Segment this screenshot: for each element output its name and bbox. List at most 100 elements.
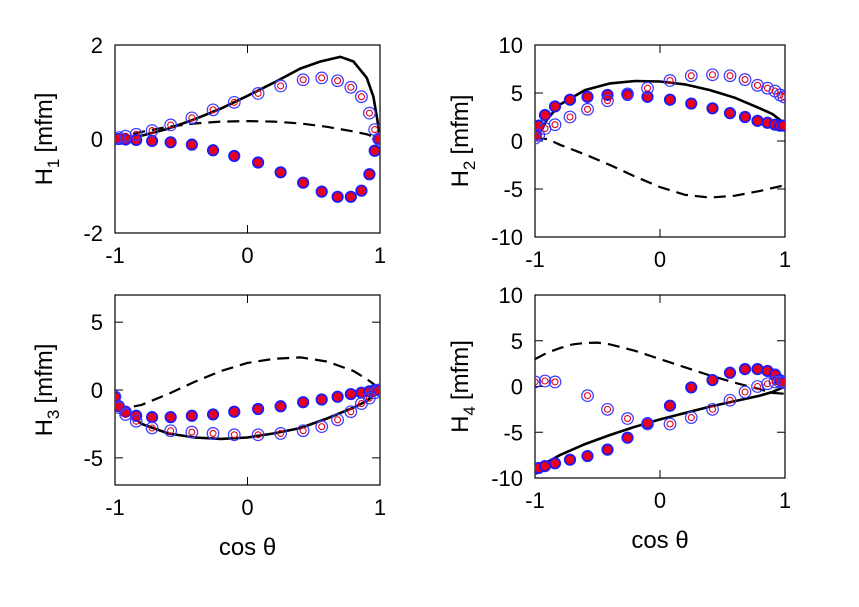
open-marker bbox=[535, 375, 542, 389]
open-marker bbox=[251, 87, 265, 100]
series-dashed-line bbox=[115, 356, 380, 409]
x-tick-label: 1 bbox=[779, 488, 791, 513]
open-marker bbox=[145, 124, 159, 137]
series-solid-line bbox=[115, 55, 380, 141]
filled-marker bbox=[315, 185, 328, 198]
series-dashed-line bbox=[535, 341, 785, 395]
filled-marker bbox=[185, 138, 198, 151]
x-tick-label: 0 bbox=[654, 488, 666, 513]
filled-marker bbox=[331, 190, 344, 203]
open-marker bbox=[581, 102, 594, 116]
filled-marker bbox=[563, 453, 577, 466]
x-axis-label: cos θ bbox=[631, 527, 688, 554]
open-marker bbox=[621, 412, 634, 425]
filled-marker bbox=[228, 405, 241, 418]
y-tick-label: 10 bbox=[499, 283, 523, 308]
filled-marker bbox=[344, 190, 357, 203]
open-marker bbox=[751, 380, 764, 393]
filled-marker bbox=[723, 366, 737, 379]
open-marker bbox=[372, 383, 380, 397]
filled-marker bbox=[228, 149, 241, 163]
y-label-main: H bbox=[31, 419, 58, 436]
open-marker bbox=[738, 385, 752, 399]
open-marker bbox=[315, 71, 329, 85]
y-tick-label: 0 bbox=[511, 375, 523, 400]
plot-area bbox=[115, 55, 380, 203]
open-marker bbox=[251, 428, 265, 442]
open-marker bbox=[706, 402, 719, 416]
open-marker bbox=[751, 78, 764, 92]
open-marker bbox=[206, 103, 220, 117]
open-marker bbox=[227, 95, 241, 109]
open-marker bbox=[548, 375, 562, 389]
filled-marker bbox=[274, 166, 287, 179]
open-marker bbox=[621, 87, 634, 101]
filled-marker bbox=[621, 431, 634, 444]
filled-marker bbox=[751, 363, 764, 376]
open-marker bbox=[777, 375, 785, 389]
open-marker bbox=[723, 69, 737, 83]
filled-marker bbox=[344, 387, 357, 401]
open-marker bbox=[761, 81, 774, 95]
y-tick-label: 10 bbox=[499, 33, 523, 58]
open-marker bbox=[581, 389, 594, 403]
filled-marker bbox=[548, 100, 562, 113]
series-dashed-line bbox=[115, 119, 380, 141]
y-label-sub: 2 bbox=[460, 161, 479, 170]
y-label-sub: 1 bbox=[44, 159, 63, 168]
open-marker bbox=[296, 73, 310, 87]
filled-marker bbox=[548, 457, 562, 470]
x-tick-label: -1 bbox=[105, 495, 125, 520]
open-marker bbox=[761, 377, 774, 391]
filled-marker bbox=[581, 449, 594, 463]
open-marker bbox=[185, 111, 199, 125]
open-marker bbox=[372, 132, 380, 146]
x-tick-label: 0 bbox=[654, 247, 666, 272]
filled-marker bbox=[363, 168, 376, 181]
open-marker bbox=[344, 405, 358, 419]
open-marker bbox=[738, 73, 752, 86]
filled-marker bbox=[252, 156, 265, 169]
open-marker bbox=[723, 393, 737, 407]
x-tick-label: -1 bbox=[525, 247, 545, 272]
y-label-sub: 3 bbox=[44, 410, 63, 419]
x-tick-label: -1 bbox=[525, 488, 545, 513]
y-label-sub: 4 bbox=[460, 406, 479, 415]
filled-marker bbox=[315, 393, 328, 406]
filled-marker bbox=[581, 90, 594, 103]
open-marker bbox=[331, 74, 345, 88]
y-label-main: H bbox=[447, 170, 474, 187]
filled-marker bbox=[355, 184, 368, 197]
filled-marker bbox=[685, 381, 698, 394]
open-marker bbox=[548, 118, 562, 132]
x-tick-label: 0 bbox=[241, 243, 253, 268]
open-marker bbox=[777, 90, 785, 104]
filled-marker bbox=[331, 390, 344, 403]
y-tick-label: 5 bbox=[511, 329, 523, 354]
filled-marker bbox=[563, 93, 577, 106]
open-marker bbox=[164, 424, 178, 438]
filled-marker bbox=[368, 144, 380, 157]
open-marker bbox=[773, 375, 785, 389]
y-tick-label: 5 bbox=[91, 310, 103, 335]
filled-marker bbox=[206, 408, 220, 421]
y-axis-label: H1 [mfm] bbox=[31, 93, 63, 186]
y-label-unit: [mfm] bbox=[31, 93, 58, 153]
filled-marker bbox=[297, 176, 310, 189]
open-marker bbox=[641, 417, 654, 431]
plot-area bbox=[535, 68, 785, 199]
open-marker bbox=[274, 79, 288, 93]
y-tick-label: -5 bbox=[83, 446, 103, 471]
open-marker bbox=[185, 425, 199, 439]
y-label-unit: [mfm] bbox=[31, 344, 58, 404]
y-tick-label: 0 bbox=[91, 378, 103, 403]
plot-frame bbox=[114, 294, 381, 486]
filled-marker bbox=[777, 119, 785, 132]
filled-marker bbox=[164, 136, 177, 149]
filled-marker bbox=[538, 108, 552, 122]
series-solid-line bbox=[535, 79, 785, 142]
y-tick-label: -5 bbox=[503, 177, 523, 202]
y-axis-label: H2 [mfm] bbox=[447, 95, 479, 188]
